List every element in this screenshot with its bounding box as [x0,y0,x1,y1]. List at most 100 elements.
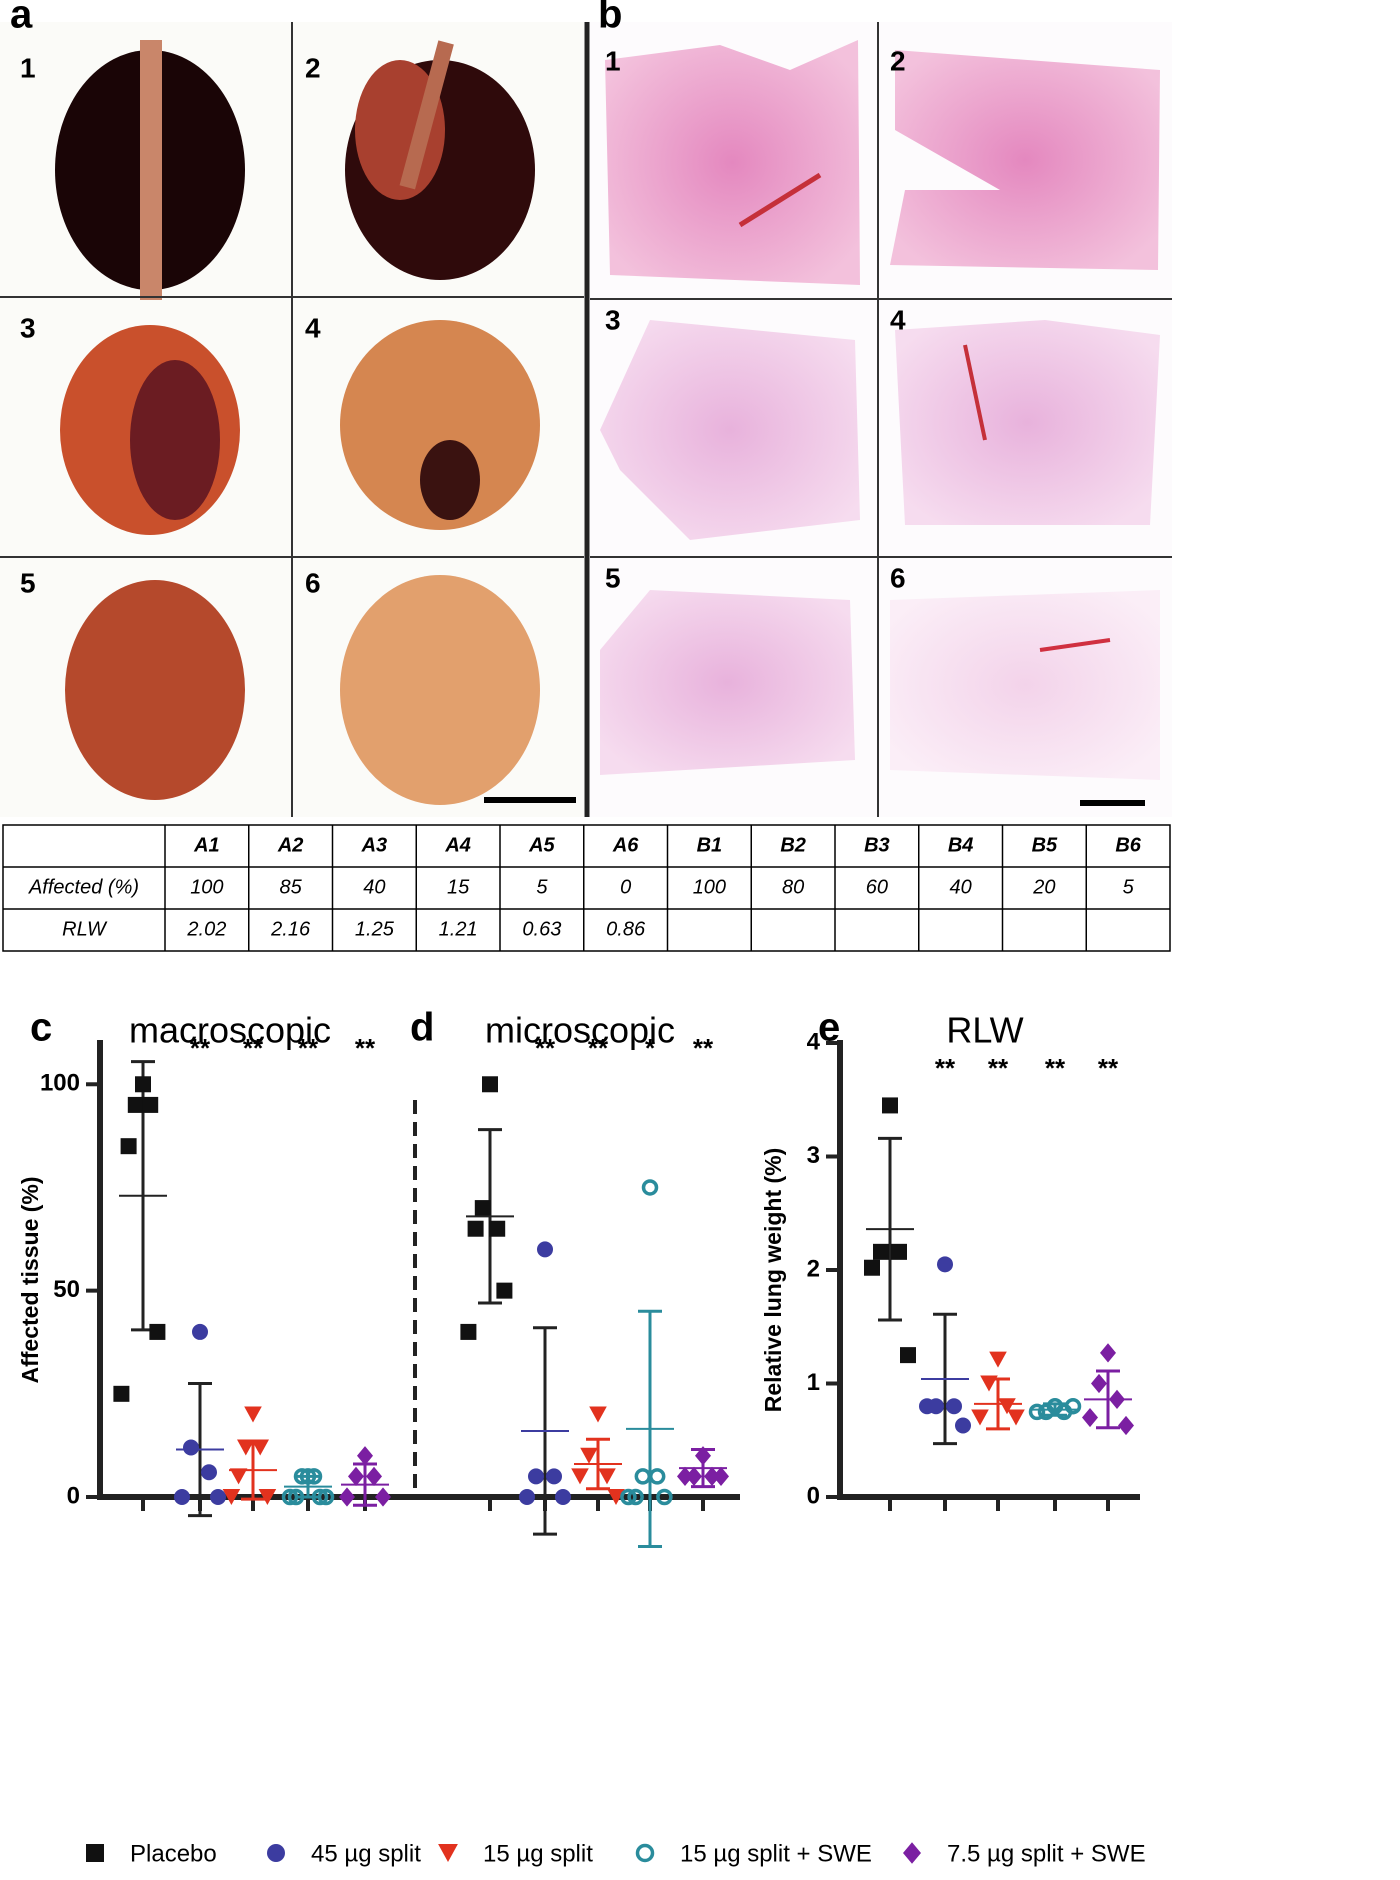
point [299,1468,317,1485]
point [882,1097,898,1114]
point [1091,1373,1107,1394]
significance: ** [298,1033,319,1063]
point [946,1398,962,1415]
point [528,1468,544,1485]
significance: ** [535,1033,556,1063]
point [900,1347,916,1364]
point [980,1375,998,1392]
point [1064,1397,1082,1415]
legend-label: 45 µg split [311,1840,421,1867]
point [142,1096,159,1113]
significance: ** [243,1033,264,1063]
point [357,1446,373,1466]
panel-label: c [30,1006,52,1050]
point [135,1076,151,1093]
point [287,1488,305,1506]
table: A1 A2 A3 A4 A5 A6 B1 B2 B3 B4 B5 B6 Affected (%) 100 8… [2,824,1171,952]
table-cell: 40 [950,876,972,898]
panel-label: e [818,1006,840,1050]
point [366,1466,382,1486]
point [1028,1403,1046,1421]
y-tick-label: 1 [807,1369,820,1396]
table-cell: 100 [693,876,726,898]
point [174,1489,190,1505]
significance: ** [1045,1053,1066,1083]
point [1037,1403,1055,1421]
point [656,1488,673,1506]
point [127,1096,144,1113]
point [460,1323,477,1340]
significance: ** [588,1033,609,1063]
image-number: 5 [605,562,621,593]
significance: ** [988,1053,1009,1083]
point [120,1138,137,1155]
panel-a-photos [0,22,584,817]
image-number: 4 [890,304,906,335]
point [210,1489,226,1505]
table-header: A4 [444,834,471,856]
row-label: Affected (%) [28,876,139,898]
point [677,1466,693,1486]
legend-label: 7.5 µg split + SWE [947,1840,1146,1867]
y-tick-label: 4 [807,1028,821,1055]
point [237,1439,255,1456]
plot: c macroscopic 0 50 100 Affected tissue (%) ** *… [17,1006,391,1518]
point [627,1488,644,1506]
point [251,1439,269,1456]
table-cell: 1.25 [355,918,395,940]
point [546,1468,562,1485]
point [641,1179,659,1196]
table-cell: 0.63 [522,918,561,940]
point [937,1256,953,1273]
point [635,1843,655,1863]
table-header: B6 [1115,834,1141,856]
table-cell: 20 [1032,876,1055,898]
y-tick-label: 0 [67,1482,80,1509]
plot: d microscopic** ** * ** [410,1006,729,1549]
legend: Placebo 45 µg split 15 µg split 15 µg split… [86,1840,1146,1867]
point [183,1439,199,1456]
point [113,1385,130,1402]
table-cell: 0.86 [606,918,646,940]
table-header: A2 [277,834,304,856]
table-header: B5 [1032,834,1058,856]
point [267,1844,285,1862]
chart-title: microscopic [485,1010,675,1051]
table-cell: 85 [280,876,303,898]
point [229,1468,248,1485]
point [648,1468,666,1485]
point [1100,1343,1116,1363]
point [555,1489,571,1505]
y-tick-label: 2 [807,1255,820,1282]
image-number: 5 [20,567,36,598]
point [998,1398,1016,1415]
table-cell: 15 [447,876,470,898]
point [580,1447,598,1464]
point [704,1466,720,1486]
panel-label: b [598,0,622,37]
significance: ** [1098,1053,1119,1083]
image-number: 2 [305,52,321,83]
significance: ** [693,1033,714,1063]
point [489,1220,506,1237]
table-cell: 5 [536,876,548,898]
point [713,1466,729,1486]
significance: ** [355,1033,376,1063]
point [903,1842,921,1864]
point [686,1466,702,1486]
table-cell: 40 [363,876,385,898]
table-header: B4 [948,834,974,856]
image-number: 6 [890,562,906,593]
point [955,1417,971,1434]
plot: e RLW 0 1 2 3 4 Relative lung weight (%) ** ** ** *… [760,1006,1134,1511]
table-cell: 5 [1123,876,1135,898]
point [496,1282,513,1299]
point [375,1487,391,1507]
point [482,1076,498,1093]
y-axis-label: Affected tissue (%) [17,1176,43,1383]
point [467,1220,484,1237]
table-border [2,824,1171,952]
